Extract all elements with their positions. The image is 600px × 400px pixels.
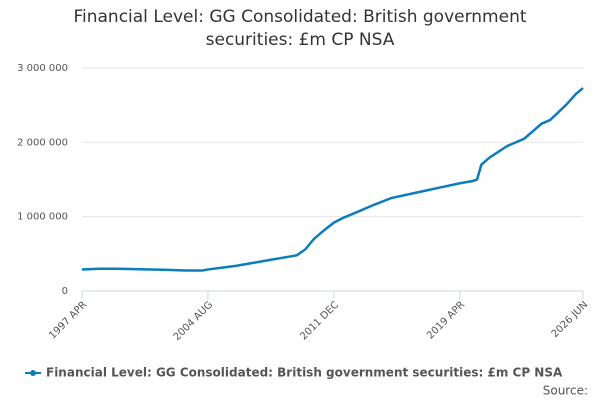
x-tick-label: 1997 APR bbox=[47, 299, 89, 341]
x-tick-label: 2011 DEC bbox=[298, 299, 341, 342]
y-tick-label: 1 000 000 bbox=[17, 212, 68, 223]
source: Source: bbox=[543, 384, 588, 398]
x-tick-label: 2004 AUG bbox=[172, 299, 216, 343]
x-tick-label: 2026 JUN bbox=[550, 299, 591, 340]
y-tick-label: 2 000 000 bbox=[17, 137, 68, 148]
y-tick-label: 3 000 000 bbox=[17, 63, 68, 74]
x-tick-label: 2019 APR bbox=[425, 299, 467, 341]
legend-marker bbox=[30, 370, 36, 376]
legend-label: Financial Level: GG Consolidated: Britis… bbox=[46, 366, 563, 380]
chart-title: Financial Level: GG Consolidated: Britis… bbox=[73, 7, 527, 50]
line bbox=[81, 87, 584, 272]
y-tick-label: 0 bbox=[62, 286, 68, 297]
